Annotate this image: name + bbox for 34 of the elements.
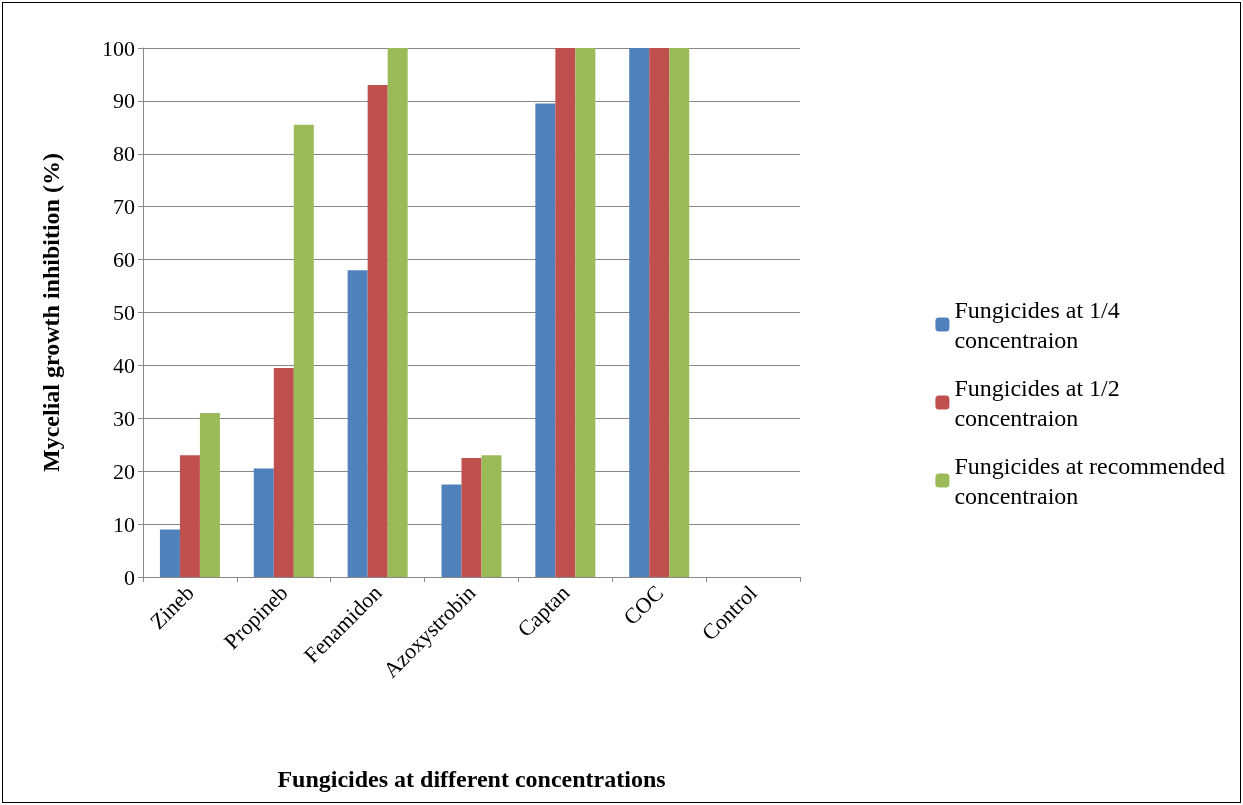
bar [649, 48, 670, 577]
bar [253, 468, 274, 577]
y-tick-label: 80 [113, 141, 135, 167]
x-axis-title: Fungicides at different concentrations [277, 766, 666, 792]
bar [179, 455, 200, 577]
legend-label: Fungicides at 1/2 concentraion [954, 374, 1120, 431]
y-tick-label: 20 [113, 458, 135, 484]
y-tick-label: 30 [113, 405, 135, 431]
y-tick-label: 50 [113, 300, 135, 325]
legend-label: Fungicides at 1/4 concentraion [954, 296, 1120, 353]
bar [347, 270, 368, 577]
bar [669, 48, 690, 577]
bar [575, 48, 596, 577]
bar [387, 48, 408, 577]
bar [367, 85, 388, 577]
y-tick-label: 100 [102, 35, 135, 61]
y-tick-label: 70 [113, 194, 135, 220]
bar [629, 48, 650, 577]
bar [293, 124, 314, 577]
bar [441, 484, 462, 577]
y-axis-title: Mycelial growth inhibition (%) [38, 153, 64, 472]
bar [481, 455, 502, 577]
y-tick-label: 40 [113, 352, 135, 378]
bar [159, 529, 180, 577]
bar [199, 413, 220, 577]
y-tick-label: 10 [113, 511, 135, 537]
bar [461, 457, 482, 577]
y-tick-label: 0 [124, 564, 135, 590]
y-tick-label: 60 [113, 247, 135, 273]
bar [555, 48, 576, 577]
y-tick-label: 90 [113, 88, 135, 114]
bar [535, 103, 556, 577]
bar [273, 368, 294, 577]
legend-label: Fungicides at recommended concentraion [954, 452, 1226, 509]
